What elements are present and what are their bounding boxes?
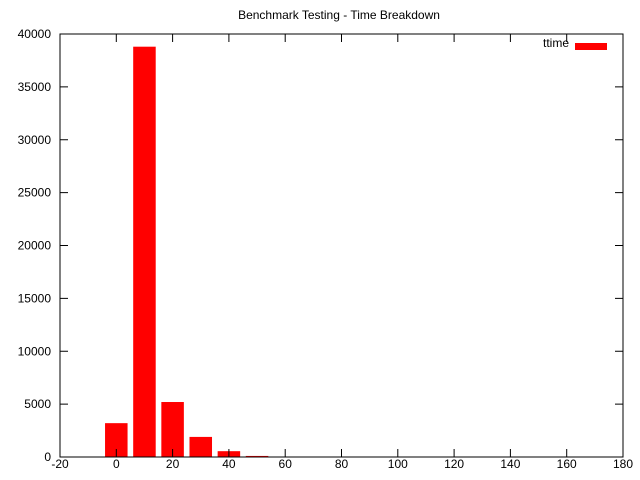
x-tick-label: 120 xyxy=(444,457,464,471)
y-tick-label: 0 xyxy=(44,450,51,464)
y-tick-label: 15000 xyxy=(18,291,52,305)
bar-30 xyxy=(189,436,213,457)
x-tick-label: 40 xyxy=(222,457,236,471)
bars-group xyxy=(105,46,269,457)
y-tick-label: 10000 xyxy=(18,344,52,358)
x-tick-label: 80 xyxy=(335,457,349,471)
y-axis: 0 5000 10000 15000 20000 25000 30000 35000 40000 xyxy=(18,27,623,464)
y-tick-label: 30000 xyxy=(18,133,52,147)
bar-10 xyxy=(133,46,156,457)
y-tick-label: 20000 xyxy=(18,239,52,253)
bar-50 xyxy=(245,455,269,457)
y-tick-label: 40000 xyxy=(18,27,52,41)
x-tick-label: 140 xyxy=(500,457,520,471)
x-tick-label: 0 xyxy=(113,457,120,471)
bar-20 xyxy=(161,402,184,457)
legend: ttime xyxy=(543,36,607,50)
x-axis: -20 0 20 40 60 80 100 120 140 160 180 xyxy=(51,34,633,471)
x-tick-label: 100 xyxy=(388,457,408,471)
chart-title: Benchmark Testing - Time Breakdown xyxy=(238,8,440,22)
legend-swatch-ttime xyxy=(575,43,607,50)
x-tick-label: 20 xyxy=(166,457,180,471)
y-tick-label: 5000 xyxy=(24,397,51,411)
x-tick-label: 60 xyxy=(279,457,293,471)
y-tick-label: 35000 xyxy=(18,80,52,94)
x-tick-label: 160 xyxy=(557,457,577,471)
bar-0 xyxy=(105,423,128,457)
x-tick-label: 180 xyxy=(613,457,633,471)
x-tick-label: -20 xyxy=(51,457,69,471)
legend-label-ttime: ttime xyxy=(543,36,569,50)
y-tick-label: 25000 xyxy=(18,186,52,200)
